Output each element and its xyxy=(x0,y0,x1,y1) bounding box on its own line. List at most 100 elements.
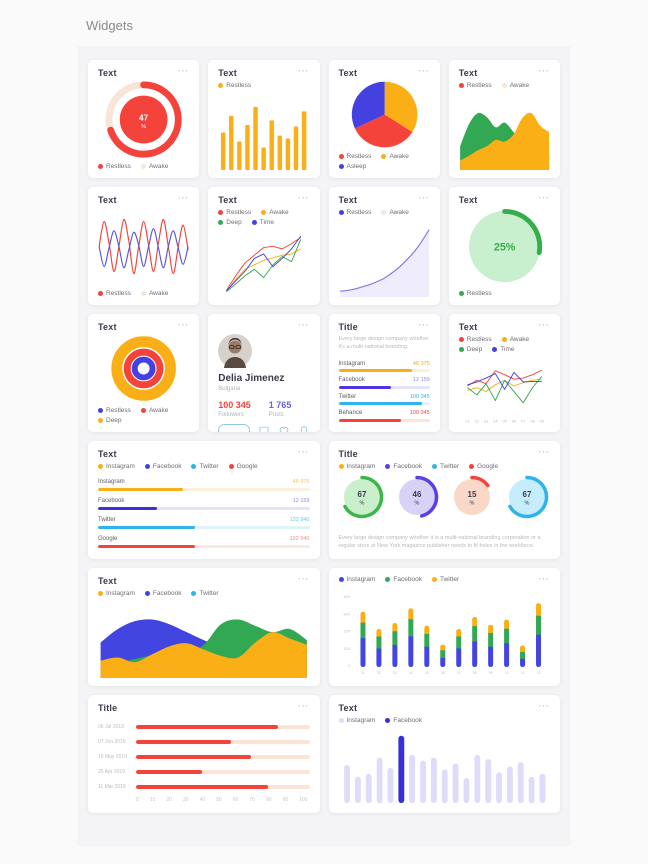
progress-row: Google 132 940 xyxy=(98,536,310,548)
chart-area-donut: 47% xyxy=(98,80,189,159)
menu-button[interactable]: ⋯ xyxy=(417,65,430,77)
widget-card-progress-wide: Text ⋯ Instagram Facebook Twitter Google Insta… xyxy=(88,441,320,559)
legend: Instagram Facebook Twitter Google xyxy=(338,463,551,470)
legend-item: Facebook xyxy=(385,463,422,470)
legend-label: Awake xyxy=(509,336,530,343)
progress-track xyxy=(338,418,430,422)
svg-text:25%: 25% xyxy=(494,241,516,253)
svg-text:06: 06 xyxy=(512,419,516,423)
legend-label: Awake xyxy=(148,290,169,297)
progress-track xyxy=(338,402,430,405)
legend-dot xyxy=(385,464,391,469)
legend: Restless xyxy=(458,290,550,297)
hbar-track xyxy=(136,755,310,759)
menu-button[interactable]: ⋯ xyxy=(417,192,430,204)
legend-dot xyxy=(338,577,344,582)
bell-icon[interactable] xyxy=(298,425,310,432)
legend-label: Awake xyxy=(148,407,169,414)
widget-title: Text xyxy=(218,68,237,78)
progress-label: Instagram xyxy=(98,479,125,485)
menu-button[interactable]: ⋯ xyxy=(297,65,310,77)
legend-item: Asleep xyxy=(338,163,366,170)
legend-item: Deep xyxy=(98,417,122,424)
profile-role: Bulgaria xyxy=(218,386,241,392)
card-header: Title ⋯ xyxy=(339,319,430,333)
legend-item: Twitter xyxy=(431,463,459,470)
progress-label: Twitter xyxy=(98,517,116,523)
menu-button[interactable]: ⋯ xyxy=(297,446,310,458)
legend-item: Awake xyxy=(501,336,530,343)
hbar-track xyxy=(136,740,310,744)
hbar-label: 07 Jun 2019 xyxy=(98,739,126,745)
legend-dot xyxy=(338,164,344,169)
legend-item: Deep xyxy=(458,346,482,353)
legend-label: Facebook xyxy=(393,717,422,724)
progress-row: Twitter 132 940 xyxy=(98,517,310,529)
legend-dot xyxy=(469,464,475,469)
heart-icon[interactable] xyxy=(278,425,290,432)
widget-title: Text xyxy=(458,68,478,78)
svg-text:09: 09 xyxy=(539,419,543,423)
widgets-artboard: Text ⋯ 47% Restless Awake Text ⋯ Restless Text ⋯ R… xyxy=(78,46,570,846)
legend: Restless xyxy=(218,82,309,89)
menu-button[interactable]: ⋯ xyxy=(538,573,550,585)
legend-item: Restless xyxy=(218,209,251,216)
legend-label: Restless xyxy=(106,290,131,297)
legend-label: Instagram xyxy=(106,590,135,597)
menu-button[interactable]: ⋯ xyxy=(538,700,550,712)
legend-item: Google xyxy=(469,463,498,470)
legend-item: Facebook xyxy=(385,717,422,724)
menu-button[interactable]: ⋯ xyxy=(538,192,550,204)
legend-item: Instagram xyxy=(98,463,135,470)
menu-button[interactable]: ⋯ xyxy=(297,192,310,204)
progress-label: Behance xyxy=(338,410,363,416)
legend-label: Facebook xyxy=(152,590,182,597)
widget-title: Text xyxy=(458,322,478,332)
legend-label: Twitter xyxy=(439,576,460,583)
menu-button[interactable]: ⋯ xyxy=(297,319,310,331)
svg-text:05: 05 xyxy=(424,671,428,675)
legend-dot xyxy=(144,464,150,469)
menu-button[interactable]: ⋯ xyxy=(417,319,430,331)
chat-icon[interactable] xyxy=(258,425,270,432)
menu-button[interactable]: ⋯ xyxy=(177,65,190,77)
widget-subtitle: Every large design company whether it's … xyxy=(338,336,430,351)
follow-button[interactable] xyxy=(218,424,250,432)
svg-text:0: 0 xyxy=(347,663,350,668)
legend-label: Awake xyxy=(148,163,169,170)
svg-text:15: 15 xyxy=(467,490,476,499)
legend-label: Restless xyxy=(106,163,131,170)
legend-dot xyxy=(98,164,103,169)
legend: Instagram Facebook xyxy=(338,717,551,724)
svg-text:12: 12 xyxy=(536,671,540,675)
menu-button[interactable]: ⋯ xyxy=(177,319,190,331)
mini-donut: 67% xyxy=(504,474,550,520)
svg-text:02: 02 xyxy=(376,671,380,675)
svg-text:04: 04 xyxy=(493,419,498,423)
chart-area-ring: 25% xyxy=(459,207,550,286)
legend-label: Time xyxy=(259,219,274,226)
menu-button[interactable]: ⋯ xyxy=(538,319,550,331)
legend-item: Awake xyxy=(501,82,529,89)
svg-text:08: 08 xyxy=(530,419,534,423)
svg-text:01: 01 xyxy=(361,671,365,675)
hbar-track xyxy=(136,725,310,729)
axis-tick: 100 xyxy=(299,797,308,803)
menu-button[interactable]: ⋯ xyxy=(538,446,550,458)
chart-area-hbars: 06 Jul 2019 07 Jun 2019 15 May 2019 25 Apr … xyxy=(98,715,310,805)
progress-value: 12 159 xyxy=(292,498,310,504)
hbar-axis: 0 10 20 30 40 50 60 70 80 90 100 xyxy=(136,797,308,803)
legend-dot xyxy=(98,291,103,296)
legend-dot xyxy=(261,210,267,215)
chart-area-curves xyxy=(98,207,189,286)
legend-dot xyxy=(338,154,344,159)
card-header: Text ⋯ xyxy=(458,65,550,79)
progress-value: 132 940 xyxy=(289,536,310,542)
legend-dot xyxy=(338,210,344,215)
menu-button[interactable]: ⋯ xyxy=(177,192,190,204)
menu-button[interactable]: ⋯ xyxy=(297,700,310,712)
widget-title: Text xyxy=(98,449,117,459)
menu-button[interactable]: ⋯ xyxy=(538,65,550,77)
menu-button[interactable]: ⋯ xyxy=(297,573,310,585)
legend-label: Restless xyxy=(346,153,372,160)
